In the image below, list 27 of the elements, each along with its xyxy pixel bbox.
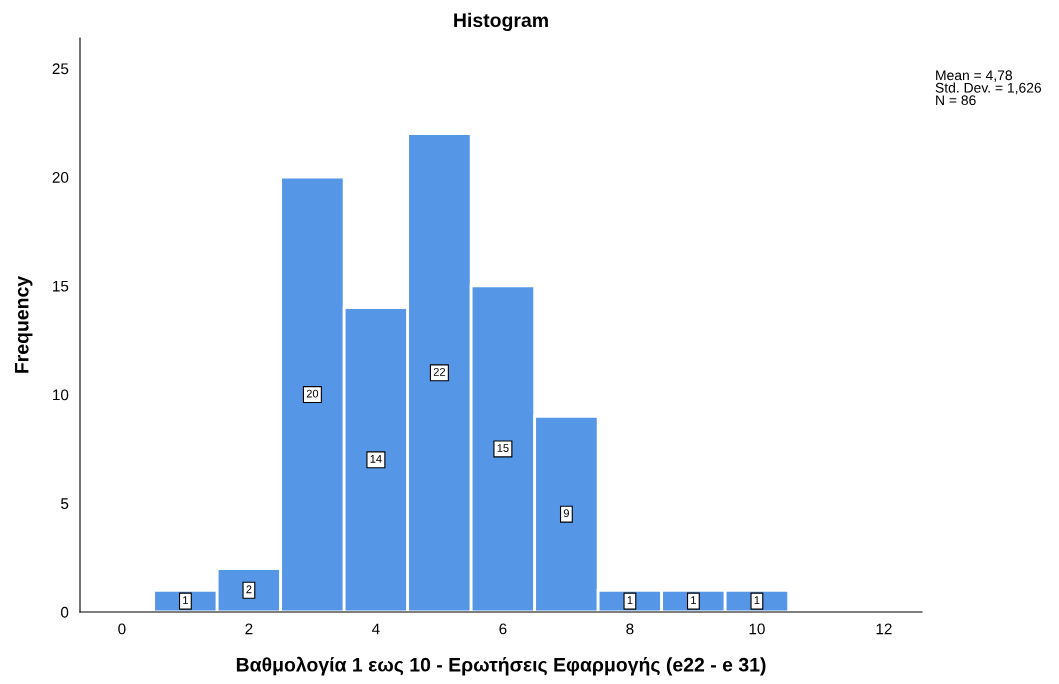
- x-tick-label: 4: [372, 623, 380, 635]
- x-tick-label: 12: [876, 623, 892, 635]
- x-tick-label: 8: [626, 623, 634, 635]
- y-tick-label: 25: [52, 63, 69, 75]
- data-label: 9: [563, 509, 569, 518]
- y-tick-label: 5: [61, 498, 69, 509]
- data-label: 1: [691, 596, 696, 604]
- chart-title: Histogram: [454, 12, 548, 32]
- y-tick-label: 0: [60, 606, 69, 618]
- data-label: 2: [246, 585, 252, 594]
- y-tick-label: 15: [53, 280, 69, 292]
- text: Mean = 4,78 Std. Dev. = 1,626 N = 86: [935, 70, 1042, 106]
- data-label: 1: [627, 596, 633, 604]
- data-label: 1: [754, 596, 760, 604]
- y-axis-title: Frequency: [15, 275, 33, 373]
- data-label: 15: [497, 444, 509, 452]
- y-tick-label: 20: [52, 172, 69, 183]
- x-tick-label: 0: [118, 623, 126, 635]
- x-tick-label: 2: [245, 623, 253, 635]
- x-axis-title: Βαθμολογία 1 εως 10 - Ερωτήσεις Εφαρμογής (e22 - e 31): [236, 656, 766, 676]
- data-label: 20: [306, 389, 319, 398]
- data-label: 1: [183, 596, 188, 604]
- y-tick-label: 10: [53, 389, 69, 401]
- x-tick-label: 10: [749, 623, 765, 635]
- x-tick-label: 6: [499, 623, 507, 635]
- data-label: 14: [370, 455, 382, 463]
- data-label: 22: [433, 367, 446, 376]
